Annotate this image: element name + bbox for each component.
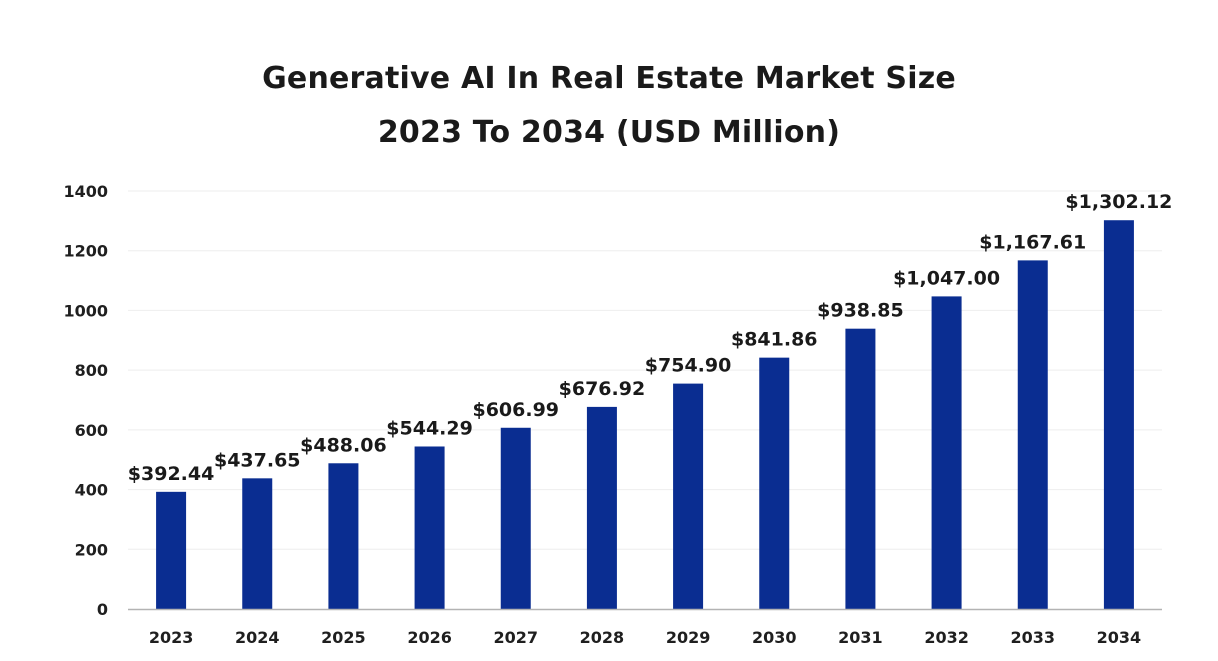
bar xyxy=(328,463,359,609)
bar xyxy=(414,446,445,609)
gridlines xyxy=(128,190,1162,550)
y-tick-label: 0 xyxy=(97,600,108,619)
x-tick-label: 2024 xyxy=(235,628,280,647)
y-axis-ticks: 0 200 400 600 800 1000 1200 1400 xyxy=(63,182,108,619)
y-tick-label: 800 xyxy=(75,361,108,380)
bar xyxy=(673,383,704,609)
x-tick-label: 2030 xyxy=(752,628,797,647)
bar xyxy=(845,328,876,609)
bar xyxy=(759,357,790,609)
y-tick-label: 1200 xyxy=(63,242,108,261)
x-tick-label: 2025 xyxy=(321,628,366,647)
y-tick-label: 1400 xyxy=(63,182,108,201)
x-tick-label: 2033 xyxy=(1010,628,1055,647)
data-label: $606.99 xyxy=(472,399,559,421)
data-label: $938.85 xyxy=(817,300,904,322)
data-label: $841.86 xyxy=(731,329,818,351)
bar xyxy=(156,491,187,609)
x-tick-label: 2032 xyxy=(924,628,969,647)
data-label: $392.44 xyxy=(128,463,215,485)
y-tick-label: 200 xyxy=(75,540,108,559)
x-tick-label: 2026 xyxy=(407,628,452,647)
data-label: $1,047.00 xyxy=(893,267,1000,289)
bar xyxy=(500,427,531,609)
x-tick-label: 2034 xyxy=(1097,628,1142,647)
chart-title: Generative AI In Real Estate Market Size… xyxy=(0,52,1218,160)
data-label: $1,302.12 xyxy=(1065,191,1172,213)
bars xyxy=(156,220,1134,609)
y-tick-label: 400 xyxy=(75,481,108,500)
data-label: $544.29 xyxy=(386,417,473,439)
x-tick-label: 2027 xyxy=(493,628,538,647)
data-labels: $392.44$437.65$488.06$544.29$606.99$676.… xyxy=(128,191,1173,485)
x-tick-label: 2028 xyxy=(580,628,625,647)
data-label: $437.65 xyxy=(214,449,301,471)
bar xyxy=(242,478,273,609)
data-label: $676.92 xyxy=(559,378,646,400)
bar xyxy=(1017,260,1048,609)
x-tick-label: 2023 xyxy=(149,628,194,647)
bar xyxy=(586,406,617,609)
x-axis-ticks: 2023 2024 2025 2026 2027 2028 2029 2030 2031 2032… xyxy=(149,628,1141,647)
x-tick-label: 2031 xyxy=(838,628,883,647)
x-tick-label: 2029 xyxy=(666,628,711,647)
chart-title-line-2: 2023 To 2034 (USD Million) xyxy=(377,115,841,150)
y-tick-label: 1000 xyxy=(63,301,108,320)
data-label: $488.06 xyxy=(300,434,387,456)
chart-title-line-1: Generative AI In Real Estate Market Size xyxy=(262,61,956,96)
data-label: $1,167.61 xyxy=(979,231,1086,253)
bar xyxy=(1103,220,1134,609)
bar xyxy=(931,296,962,609)
data-label: $754.90 xyxy=(645,355,732,377)
y-tick-label: 600 xyxy=(75,421,108,440)
